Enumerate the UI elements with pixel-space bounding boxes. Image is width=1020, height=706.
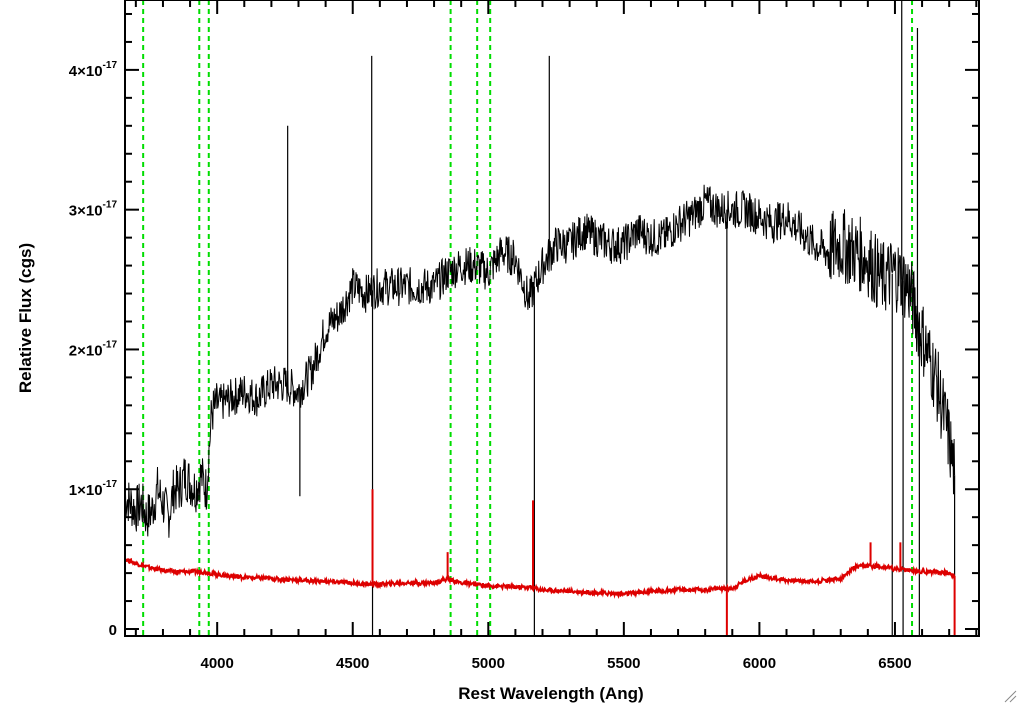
x-axis-title: Rest Wavelength (Ang) (458, 684, 643, 703)
y-tick-label: 1×10-17 (69, 479, 118, 499)
x-tick-label: 4500 (336, 655, 369, 672)
y-tick-label: 3×10-17 (69, 200, 118, 220)
x-tick-label: 6000 (743, 655, 776, 672)
reference-lines (142, 0, 914, 636)
y-tick-labels: 0 1×10-17 2×10-17 3×10-17 4×10-17 (69, 60, 118, 639)
x-tick-label: 4000 (200, 655, 233, 672)
x-tick-label: 6500 (878, 655, 911, 672)
y-tick-label: 2×10-17 (69, 339, 118, 359)
plot-frame (124, 0, 980, 637)
resize-grip-icon[interactable] (1003, 689, 1017, 703)
y-tick-label: 4×10-17 (69, 60, 118, 80)
y-tick-label: 0 (109, 622, 117, 639)
y-axis-title: Relative Flux (cgs) (16, 243, 35, 393)
x-tick-labels: 4000 4500 5000 5500 6000 6500 (200, 655, 911, 672)
x-tick-label: 5500 (607, 655, 640, 672)
series-1-line (124, 557, 956, 600)
axis-ticks (125, 0, 979, 636)
x-tick-label: 5000 (472, 655, 505, 672)
series-0-line (124, 184, 956, 538)
series-layer (124, 0, 956, 636)
